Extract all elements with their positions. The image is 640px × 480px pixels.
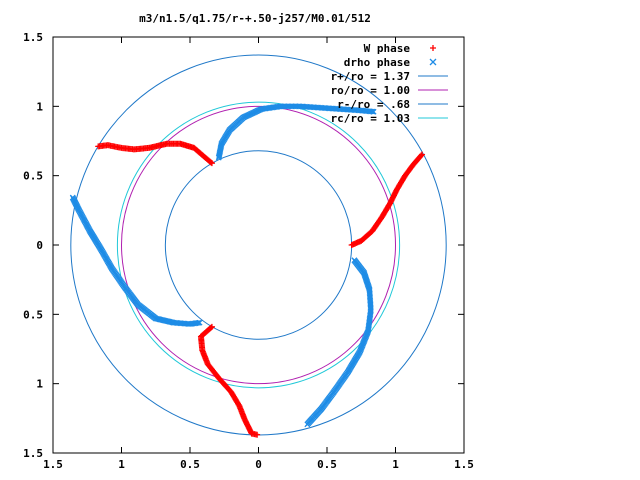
- series-0: [95, 140, 426, 438]
- x-tick-label: 0.5: [180, 458, 200, 471]
- x-tick-label: 1.5: [454, 458, 474, 471]
- legend-label: r-/ro = .68: [337, 98, 410, 111]
- y-tick-label: 1.5: [23, 31, 43, 44]
- series-0-arm-1: [197, 323, 261, 438]
- x-tick-label: 0.5: [317, 458, 337, 471]
- series-1-arm-2: [69, 194, 203, 327]
- data-point: [95, 143, 102, 150]
- x-tick-label: 0: [255, 458, 262, 471]
- data-point: [370, 108, 377, 115]
- x-tick-label: 1: [392, 458, 399, 471]
- y-tick-label: 0: [36, 239, 43, 252]
- data-point: [304, 421, 311, 428]
- circle-2: [164, 150, 353, 340]
- y-tick-label: 1: [36, 100, 43, 113]
- series-1-arm-1: [304, 257, 374, 428]
- circle-1: [121, 105, 396, 385]
- y-tick-label: 0.5: [23, 170, 43, 183]
- y-tick-label: 1: [36, 378, 43, 391]
- legend-label: rc/ro = 1.03: [331, 112, 410, 125]
- legend-marker-swatch: [429, 58, 437, 66]
- x-tick-label: 1.5: [43, 458, 63, 471]
- legend-label: drho phase: [344, 56, 411, 69]
- series-0-arm-0: [348, 151, 426, 248]
- chart-title: m3/n1.5/q1.75/r-+.50-j257/M0.01/512: [139, 12, 371, 25]
- series-1: [69, 103, 377, 428]
- series-1-arm-0: [215, 103, 377, 161]
- y-tick-label: 0.5: [23, 308, 43, 321]
- data-point: [369, 108, 376, 115]
- data-point: [419, 151, 426, 158]
- data-point: [69, 194, 76, 201]
- series-0-arm-2: [95, 140, 215, 167]
- data-point: [254, 431, 261, 438]
- x-tick-label: 1: [118, 458, 125, 471]
- data-series: [69, 103, 426, 438]
- legend-label: ro/ro = 1.00: [331, 84, 410, 97]
- legend-label: r+/ro = 1.37: [331, 70, 410, 83]
- circle-3: [116, 101, 401, 389]
- y-tick-label: 1.5: [23, 447, 43, 460]
- data-point: [418, 152, 425, 159]
- legend-label: W phase: [364, 42, 411, 55]
- legend-marker-swatch: [430, 45, 436, 51]
- axis-ticks: 1.5 1 0.5 0 0.5 1 1.51.510.500.511.5: [23, 31, 474, 471]
